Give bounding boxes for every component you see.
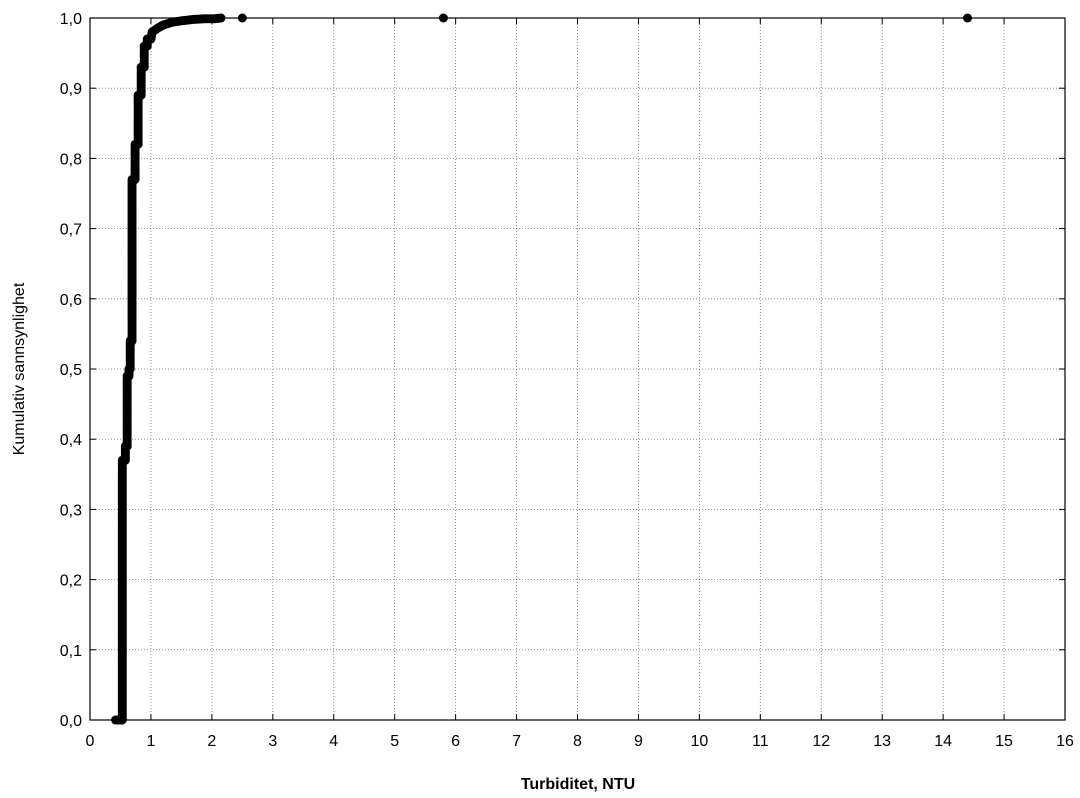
y-tick-label: 0,4 bbox=[60, 432, 82, 449]
y-tick-label: 0,2 bbox=[60, 573, 82, 590]
x-tick-label: 7 bbox=[512, 733, 521, 750]
x-tick-label: 1 bbox=[146, 733, 155, 750]
x-tick-labels: 0 1 2 3 4 5 6 7 8 9 10 11 12 13 14 15 16 bbox=[86, 733, 1074, 750]
x-tick-label: 10 bbox=[690, 733, 708, 750]
y-tick-label: 0,9 bbox=[60, 81, 82, 98]
x-tick-label: 0 bbox=[86, 733, 95, 750]
y-tick-label: 0,7 bbox=[60, 222, 82, 239]
y-tick-label: 0,6 bbox=[60, 292, 82, 309]
y-tick-label: 1,0 bbox=[60, 11, 82, 28]
x-axis-title: Turbiditet, NTU bbox=[521, 776, 635, 793]
tick-marks bbox=[89, 17, 1066, 721]
x-tick-label: 3 bbox=[268, 733, 277, 750]
y-tick-label: 0,5 bbox=[60, 362, 82, 379]
x-tick-label: 8 bbox=[573, 733, 582, 750]
y-tick-label: 0,8 bbox=[60, 151, 82, 168]
x-tick-label: 14 bbox=[934, 733, 952, 750]
x-tick-label: 6 bbox=[451, 733, 460, 750]
x-tick-label: 16 bbox=[1056, 733, 1074, 750]
x-tick-label: 12 bbox=[812, 733, 830, 750]
y-tick-label: 0,0 bbox=[60, 713, 82, 730]
x-tick-label: 13 bbox=[873, 733, 891, 750]
x-tick-label: 4 bbox=[329, 733, 338, 750]
y-tick-label: 0,3 bbox=[60, 502, 82, 519]
x-tick-label: 2 bbox=[207, 733, 216, 750]
x-tick-label: 11 bbox=[752, 733, 769, 750]
grid-lines bbox=[90, 18, 1065, 720]
x-tick-label: 9 bbox=[634, 733, 643, 750]
x-tick-label: 5 bbox=[390, 733, 399, 750]
y-tick-labels: 0,0 0,1 0,2 0,3 0,4 0,5 0,6 0,7 0,8 0,9 1,0 bbox=[60, 11, 82, 730]
y-tick-label: 0,1 bbox=[60, 643, 82, 660]
x-tick-label: 15 bbox=[995, 733, 1013, 750]
y-axis-title: Kumulativ sannsynlighet bbox=[11, 282, 28, 455]
